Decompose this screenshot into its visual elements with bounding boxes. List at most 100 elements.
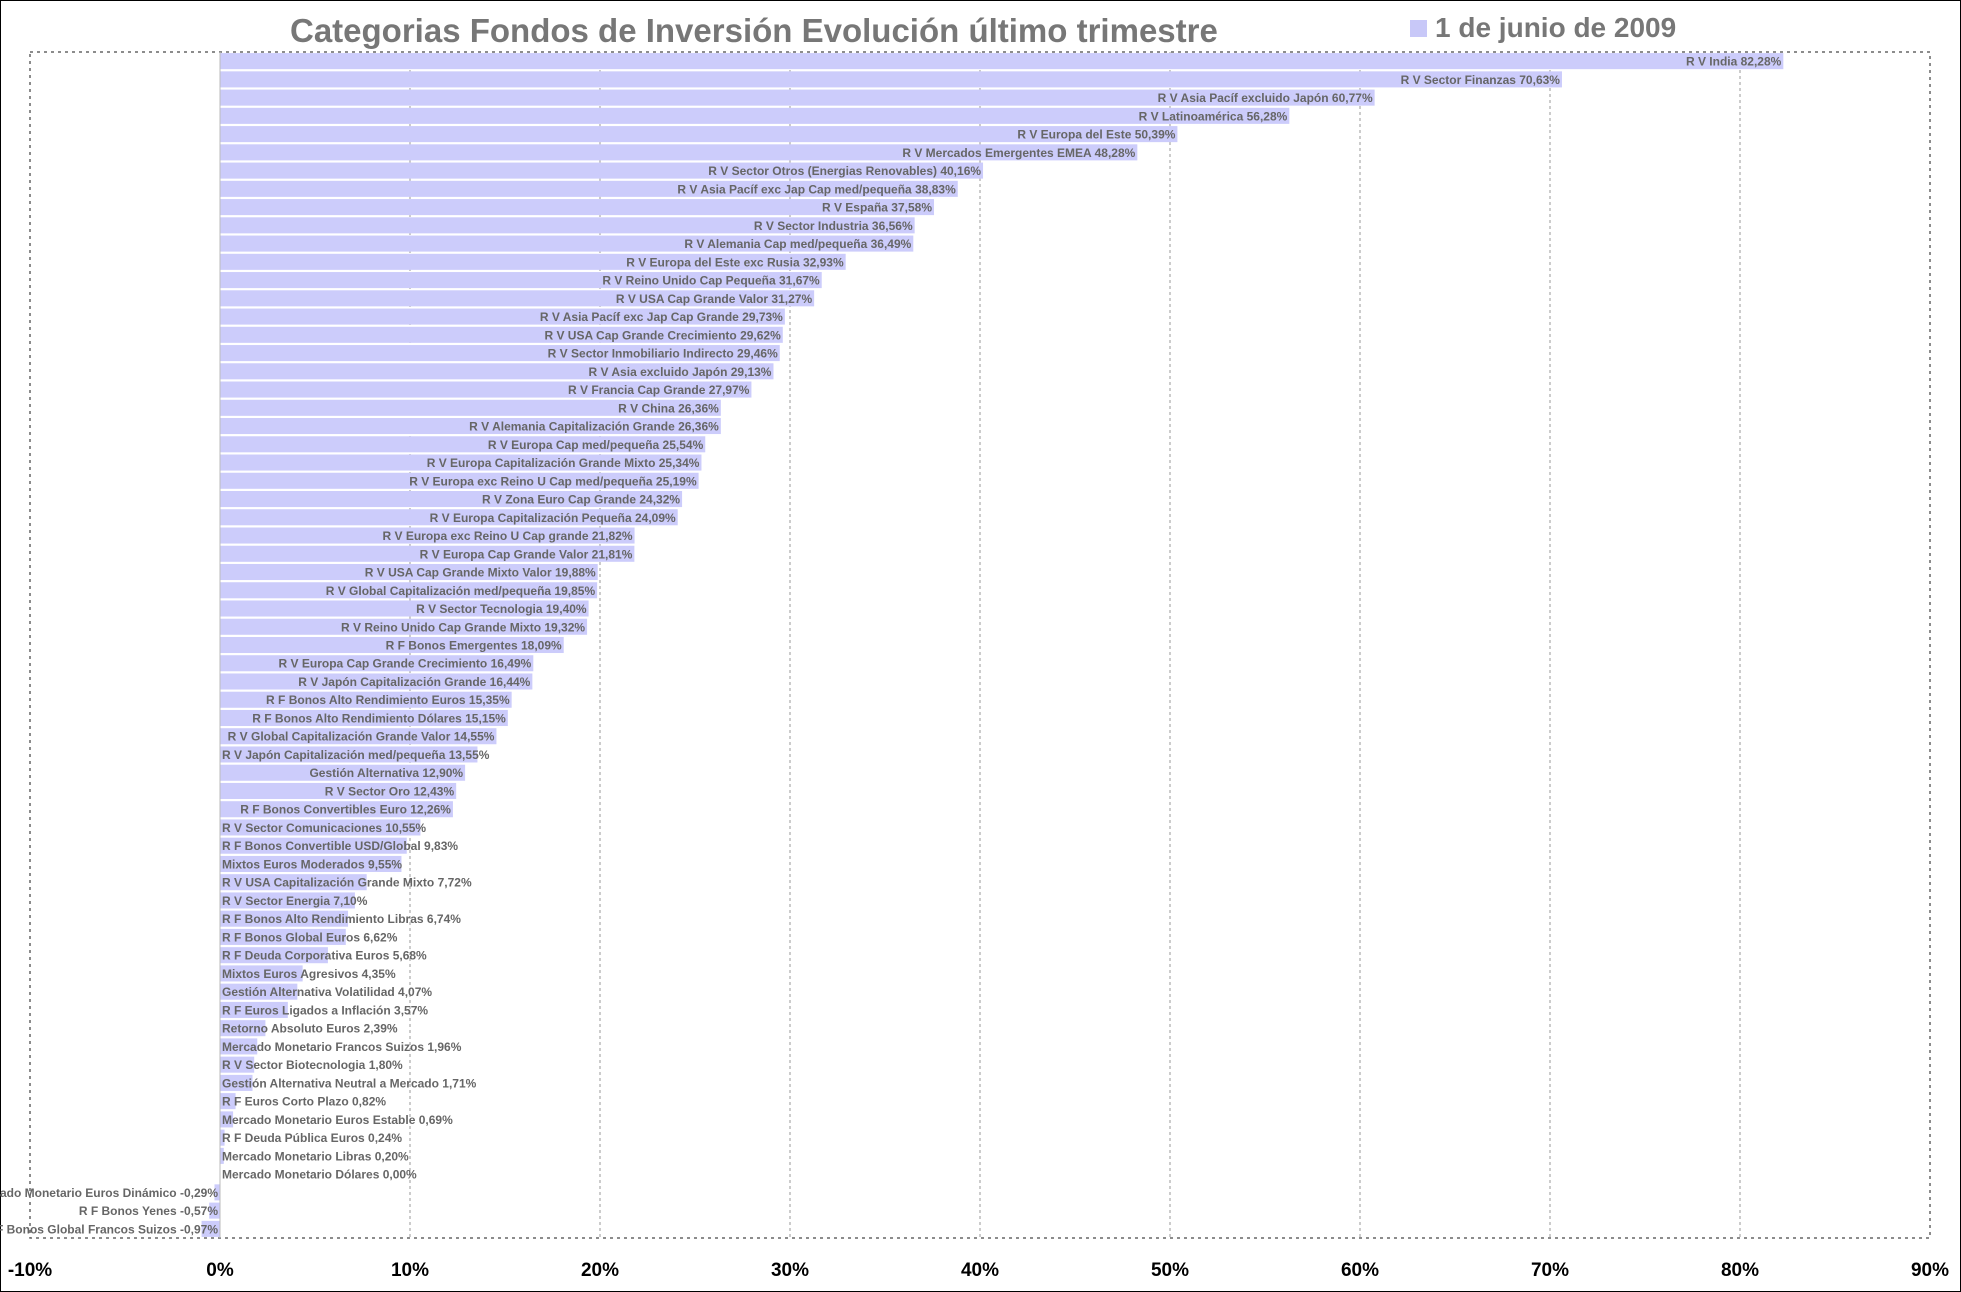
bar bbox=[220, 126, 1178, 143]
bar-label: Mercado Monetario Dólares 0,00% bbox=[222, 1168, 417, 1182]
bar-label: R V Alemania Capitalización Grande 26,36… bbox=[469, 420, 719, 434]
x-tick-label: 40% bbox=[961, 1260, 999, 1281]
bar-label: Gestión Alternativa Neutral a Mercado 1,… bbox=[222, 1076, 477, 1090]
bar-label: R V Europa del Este 50,39% bbox=[1017, 128, 1175, 142]
bar-label: Gestión Alternativa 12,90% bbox=[309, 766, 463, 780]
bar-label: Mixtos Euros Agresivos 4,35% bbox=[222, 967, 396, 981]
bar bbox=[220, 345, 780, 362]
bar bbox=[220, 272, 822, 289]
legend-swatch bbox=[1410, 19, 1427, 37]
bar bbox=[220, 217, 915, 234]
bar bbox=[220, 472, 699, 489]
bar-label: R F Bonos Convertible USD/Global 9,83% bbox=[222, 839, 458, 853]
x-tick-label: 10% bbox=[391, 1260, 429, 1281]
bar-label: R V Reino Unido Cap Grande Mixto 19,32% bbox=[341, 620, 585, 634]
bar bbox=[220, 691, 512, 708]
bar-label: R V Europa exc Reino U Cap med/pequeña 2… bbox=[409, 474, 697, 488]
bar-label: R V España 37,58% bbox=[822, 201, 932, 215]
bar bbox=[201, 1220, 220, 1237]
bar-label: R V Asia Pacíf excluido Japón 60,77% bbox=[1158, 91, 1373, 105]
bar-label: R V India 82,28% bbox=[1686, 55, 1782, 69]
bar-label: Mercado Monetario Francos Suizos 1,96% bbox=[222, 1040, 462, 1054]
bar-label: R V USA Cap Grande Mixto Valor 19,88% bbox=[365, 566, 596, 580]
bar bbox=[220, 253, 846, 270]
x-tick-label: 90% bbox=[1911, 1260, 1949, 1281]
x-tick-label: 20% bbox=[581, 1260, 619, 1281]
bar-label: R V Francia Cap Grande 27,97% bbox=[568, 383, 750, 397]
bar bbox=[220, 326, 783, 343]
bar bbox=[220, 636, 564, 654]
bar-label: R V USA Cap Grande Valor 31,27% bbox=[616, 292, 813, 306]
bar bbox=[220, 819, 421, 836]
bar-label: R V Europa Cap Grande Crecimiento 16,49% bbox=[279, 657, 532, 671]
bar-label: R V Japón Capitalización med/pequeña 13,… bbox=[222, 748, 490, 762]
bar-label: R V Global Capitalización med/pequeña 19… bbox=[326, 584, 596, 598]
bar-label: R V Global Capitalización Grande Valor 1… bbox=[228, 730, 495, 744]
bar bbox=[220, 892, 355, 909]
bar-label: R V Asia Pacíf exc Jap Cap Grande 29,73% bbox=[540, 310, 783, 324]
bar-label: R F Bonos Global Francos Suizos -0,97% bbox=[0, 1222, 218, 1236]
bar-label: R F Bonos Global Euros 6,62% bbox=[222, 930, 398, 944]
bar bbox=[220, 308, 785, 325]
bar bbox=[220, 965, 303, 982]
bar bbox=[220, 983, 298, 1000]
bar-label: R V Sector Otros (Energias Renovables) 4… bbox=[708, 164, 981, 178]
bar bbox=[220, 1001, 288, 1018]
bar bbox=[220, 363, 774, 380]
bar bbox=[220, 1093, 236, 1110]
bar bbox=[220, 782, 457, 799]
bar-label: R V Sector Comunicaciones 10,55% bbox=[222, 821, 426, 835]
x-tick-label: 60% bbox=[1341, 1260, 1379, 1281]
bar bbox=[220, 801, 453, 818]
bar bbox=[214, 1184, 220, 1201]
bar bbox=[220, 290, 815, 307]
bar-label: R V Sector Oro 12,43% bbox=[325, 784, 455, 798]
bar-label: R V Europa Cap Grande Valor 21,81% bbox=[420, 547, 633, 561]
bar-label: R V Europa exc Reino U Cap grande 21,82% bbox=[383, 529, 633, 543]
bar-label: R F Bonos Convertibles Euro 12,26% bbox=[240, 803, 451, 817]
bar bbox=[220, 1056, 255, 1073]
bar-label: R V Mercados Emergentes EMEA 48,28% bbox=[902, 146, 1135, 160]
bar-label: R F Bonos Yenes -0,57% bbox=[79, 1204, 218, 1218]
bar bbox=[220, 673, 533, 690]
bar bbox=[220, 1020, 266, 1037]
bar-label: R F Deuda Corporativa Euros 5,68% bbox=[222, 949, 427, 963]
bar-label: R V Europa Capitalización Pequeña 24,09% bbox=[430, 511, 676, 525]
bar bbox=[220, 837, 407, 854]
bar bbox=[220, 1129, 225, 1146]
bar bbox=[220, 928, 346, 945]
bar bbox=[220, 709, 508, 727]
bar-label: Gestión Alternativa Volatilidad 4,07% bbox=[222, 985, 432, 999]
plot-area bbox=[29, 51, 1931, 1239]
bar bbox=[220, 454, 702, 471]
bar bbox=[220, 1147, 224, 1164]
bar-label: R V Sector Inmobiliario Indirecto 29,46% bbox=[548, 347, 778, 361]
bar-label: R V Asia excluido Japón 29,13% bbox=[589, 365, 772, 379]
bar bbox=[209, 1202, 220, 1219]
bar-label: R V Sector Tecnologia 19,40% bbox=[416, 602, 587, 616]
bar bbox=[220, 1074, 253, 1091]
bar bbox=[220, 71, 1562, 88]
bar-label: R V China 26,36% bbox=[618, 401, 719, 415]
bar bbox=[220, 180, 958, 197]
bar bbox=[220, 764, 466, 781]
bar-label: R V USA Capitalización Grande Mixto 7,72… bbox=[222, 876, 472, 890]
bar-label: Retorno Absoluto Euros 2,39% bbox=[222, 1022, 398, 1036]
x-tick-label: -10% bbox=[8, 1260, 52, 1281]
bar-label: R V Europa Cap med/pequeña 25,54% bbox=[488, 438, 704, 452]
bar-label: R V Asia Pacíf exc Jap Cap med/pequeña 3… bbox=[677, 182, 956, 196]
x-tick-label: 80% bbox=[1721, 1260, 1759, 1281]
bar bbox=[220, 491, 683, 508]
bar-label: R V Sector Biotecnologia 1,80% bbox=[222, 1058, 403, 1072]
bar bbox=[220, 600, 589, 617]
bar bbox=[220, 1038, 258, 1055]
bar bbox=[220, 418, 721, 435]
bar-label: R V Japón Capitalización Grande 16,44% bbox=[298, 675, 530, 689]
legend: 1 de junio de 2009 bbox=[1410, 12, 1676, 44]
bar-label: R V Sector Energia 7,10% bbox=[222, 894, 368, 908]
bar bbox=[220, 509, 678, 526]
bar bbox=[220, 655, 534, 672]
bar-label: R V Reino Unido Cap Pequeña 31,67% bbox=[602, 274, 820, 288]
bar-label: R V Europa del Este exc Rusia 32,93% bbox=[626, 255, 844, 269]
